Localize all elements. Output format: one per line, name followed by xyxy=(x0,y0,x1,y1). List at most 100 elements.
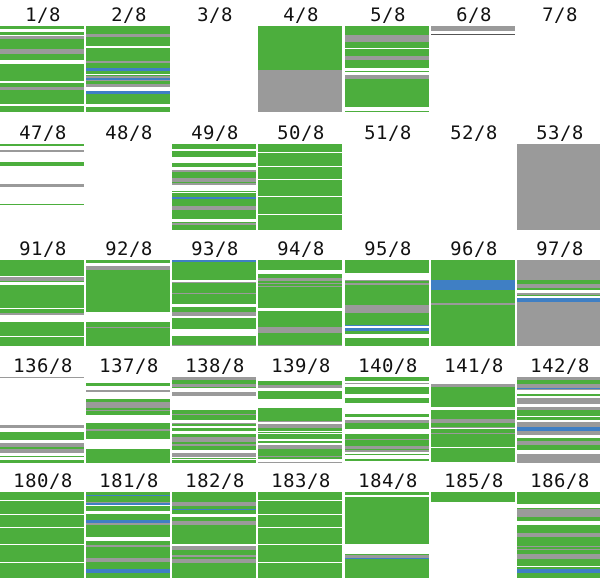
thumbnail-label: 184/8 xyxy=(358,470,418,492)
thumbnail-cell[interactable]: 2/8 xyxy=(86,0,172,112)
thumbnail-cell[interactable]: 50/8 xyxy=(258,118,344,230)
thumbnail-cell[interactable]: 51/8 xyxy=(345,118,431,230)
thumbnail-image[interactable] xyxy=(172,26,256,112)
thumbnail-image[interactable] xyxy=(258,492,342,578)
stripe xyxy=(517,547,600,548)
thumbnail-cell[interactable]: 183/8 xyxy=(258,466,344,578)
thumbnail-cell[interactable]: 5/8 xyxy=(345,0,431,112)
thumbnail-cell[interactable]: 97/8 xyxy=(517,234,600,346)
thumbnail-image[interactable] xyxy=(172,492,256,578)
thumbnail-cell[interactable]: 142/8 xyxy=(517,351,600,463)
stripe xyxy=(345,383,429,384)
stripe xyxy=(86,514,170,517)
thumbnail-image[interactable] xyxy=(0,26,84,112)
stripe xyxy=(172,380,256,384)
stripe xyxy=(431,502,515,504)
thumbnail-cell[interactable]: 181/8 xyxy=(86,466,172,578)
stripe xyxy=(517,284,600,288)
thumbnail-image[interactable] xyxy=(517,144,600,230)
thumbnail-image[interactable] xyxy=(258,144,342,230)
stripe xyxy=(345,452,429,453)
thumbnail-image[interactable] xyxy=(0,377,84,463)
thumbnail-image[interactable] xyxy=(431,377,515,463)
thumbnail-image[interactable] xyxy=(258,26,342,112)
thumbnail-cell[interactable]: 180/8 xyxy=(0,466,86,578)
thumbnail-image[interactable] xyxy=(431,26,515,112)
thumbnail-cell[interactable]: 92/8 xyxy=(86,234,172,346)
thumbnail-image[interactable] xyxy=(517,26,600,112)
stripe xyxy=(172,550,256,553)
thumbnail-label: 53/8 xyxy=(536,122,584,144)
thumbnail-cell[interactable]: 185/8 xyxy=(431,466,517,578)
stripe xyxy=(86,83,170,84)
thumbnail-image[interactable] xyxy=(345,492,429,578)
thumbnail-image[interactable] xyxy=(86,260,170,346)
thumbnail-label: 5/8 xyxy=(370,4,406,26)
thumbnail-image[interactable] xyxy=(517,492,600,578)
thumbnail-image[interactable] xyxy=(517,377,600,463)
thumbnail-image[interactable] xyxy=(172,377,256,463)
thumbnail-cell[interactable]: 186/8 xyxy=(517,466,600,578)
stripe xyxy=(0,282,84,285)
stripe xyxy=(431,397,515,400)
thumbnail-cell[interactable]: 6/8 xyxy=(431,0,517,112)
thumbnail-cell[interactable]: 184/8 xyxy=(345,466,431,578)
stripe xyxy=(258,321,342,323)
stripe xyxy=(172,461,256,463)
thumbnail-image[interactable] xyxy=(345,144,429,230)
thumbnail-cell[interactable]: 95/8 xyxy=(345,234,431,346)
thumbnail-cell[interactable]: 7/8 xyxy=(517,0,600,112)
thumbnail-image[interactable] xyxy=(431,144,515,230)
thumbnail-image[interactable] xyxy=(172,144,256,230)
thumbnail-cell[interactable]: 139/8 xyxy=(258,351,344,463)
thumbnail-cell[interactable]: 49/8 xyxy=(172,118,258,230)
stripe xyxy=(172,423,256,424)
thumbnail-cell[interactable]: 94/8 xyxy=(258,234,344,346)
thumbnail-image[interactable] xyxy=(517,260,600,346)
thumbnail-cell[interactable]: 91/8 xyxy=(0,234,86,346)
thumbnail-cell[interactable]: 140/8 xyxy=(345,351,431,463)
thumbnail-image[interactable] xyxy=(86,377,170,463)
thumbnail-image[interactable] xyxy=(345,26,429,112)
stripe xyxy=(86,492,170,495)
thumbnail-cell[interactable]: 4/8 xyxy=(258,0,344,112)
thumbnail-cell[interactable]: 137/8 xyxy=(86,351,172,463)
stripe xyxy=(172,300,256,304)
thumbnail-image[interactable] xyxy=(258,260,342,346)
thumbnail-cell[interactable]: 141/8 xyxy=(431,351,517,463)
stripe xyxy=(86,266,170,270)
stripe xyxy=(86,510,170,511)
thumbnail-cell[interactable]: 48/8 xyxy=(86,118,172,230)
thumbnail-image[interactable] xyxy=(431,492,515,578)
thumbnail-cell[interactable]: 96/8 xyxy=(431,234,517,346)
thumbnail-cell[interactable]: 182/8 xyxy=(172,466,258,578)
thumbnail-cell[interactable]: 93/8 xyxy=(172,234,258,346)
thumbnail-image[interactable] xyxy=(0,492,84,578)
thumbnail-cell[interactable]: 47/8 xyxy=(0,118,86,230)
thumbnail-image[interactable] xyxy=(0,260,84,346)
stripe xyxy=(0,26,84,29)
stripe xyxy=(258,445,342,449)
thumbnail-label: 138/8 xyxy=(185,355,245,377)
thumbnail-cell[interactable]: 3/8 xyxy=(172,0,258,112)
stripe xyxy=(172,214,256,215)
thumbnail-cell[interactable]: 138/8 xyxy=(172,351,258,463)
thumbnail-image[interactable] xyxy=(86,144,170,230)
thumbnail-cell[interactable]: 1/8 xyxy=(0,0,86,112)
stripe xyxy=(172,219,256,222)
thumbnail-image[interactable] xyxy=(345,377,429,463)
thumbnail-image[interactable] xyxy=(86,492,170,578)
thumbnail-cell[interactable]: 53/8 xyxy=(517,118,600,230)
thumbnail-image[interactable] xyxy=(86,26,170,112)
stripe xyxy=(172,384,256,387)
stripe xyxy=(258,432,342,433)
thumbnail-cell[interactable]: 52/8 xyxy=(431,118,517,230)
thumbnail-image[interactable] xyxy=(0,144,84,230)
stripe xyxy=(517,514,600,517)
thumbnail-image[interactable] xyxy=(172,260,256,346)
thumbnail-cell[interactable]: 136/8 xyxy=(0,351,86,463)
thumbnail-image[interactable] xyxy=(345,260,429,346)
thumbnail-image[interactable] xyxy=(258,377,342,463)
thumbnail-image[interactable] xyxy=(431,260,515,346)
stripe xyxy=(258,388,342,391)
